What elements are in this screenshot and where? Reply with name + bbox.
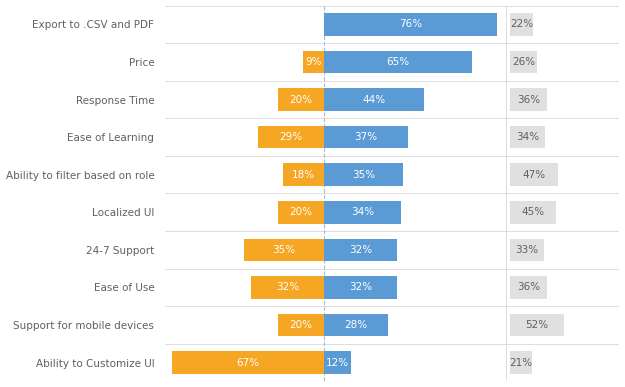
Text: 36%: 36% bbox=[517, 94, 540, 104]
Bar bbox=[324, 239, 397, 261]
Text: 32%: 32% bbox=[276, 283, 299, 293]
Bar bbox=[278, 201, 324, 224]
Bar bbox=[510, 351, 532, 374]
Text: 28%: 28% bbox=[344, 320, 367, 330]
Bar bbox=[510, 276, 547, 299]
Text: 35%: 35% bbox=[272, 245, 296, 255]
Bar bbox=[324, 126, 408, 148]
Text: 44%: 44% bbox=[362, 94, 386, 104]
Text: 9%: 9% bbox=[306, 57, 322, 67]
Text: 20%: 20% bbox=[289, 320, 312, 330]
Bar bbox=[171, 351, 324, 374]
Bar bbox=[251, 276, 324, 299]
Bar bbox=[510, 13, 533, 36]
Bar bbox=[278, 88, 324, 111]
Text: 21%: 21% bbox=[509, 358, 532, 368]
Text: 76%: 76% bbox=[399, 19, 422, 29]
Bar bbox=[324, 201, 401, 224]
Text: 36%: 36% bbox=[517, 283, 540, 293]
Text: 18%: 18% bbox=[292, 170, 315, 180]
Text: 20%: 20% bbox=[289, 94, 312, 104]
Text: 33%: 33% bbox=[516, 245, 539, 255]
Bar bbox=[324, 51, 472, 73]
Text: 32%: 32% bbox=[349, 245, 372, 255]
Bar bbox=[324, 314, 388, 336]
Bar bbox=[324, 13, 497, 36]
Bar bbox=[510, 314, 564, 336]
Bar bbox=[510, 126, 545, 148]
Text: 35%: 35% bbox=[352, 170, 375, 180]
Text: 34%: 34% bbox=[516, 132, 539, 142]
Text: 34%: 34% bbox=[351, 207, 374, 217]
Bar bbox=[324, 276, 397, 299]
Text: 26%: 26% bbox=[512, 57, 535, 67]
Text: 45%: 45% bbox=[522, 207, 545, 217]
Text: 20%: 20% bbox=[289, 207, 312, 217]
Bar bbox=[324, 351, 351, 374]
Text: 47%: 47% bbox=[522, 170, 546, 180]
Bar bbox=[324, 163, 404, 186]
Bar bbox=[510, 239, 544, 261]
Bar bbox=[258, 126, 324, 148]
Text: 12%: 12% bbox=[326, 358, 349, 368]
Text: 67%: 67% bbox=[236, 358, 259, 368]
Text: 22%: 22% bbox=[510, 19, 533, 29]
Bar bbox=[244, 239, 324, 261]
Text: 32%: 32% bbox=[349, 283, 372, 293]
Text: 52%: 52% bbox=[526, 320, 549, 330]
Bar bbox=[303, 51, 324, 73]
Bar bbox=[510, 201, 556, 224]
Bar bbox=[324, 88, 424, 111]
Bar bbox=[510, 163, 558, 186]
Text: 37%: 37% bbox=[354, 132, 377, 142]
Text: 29%: 29% bbox=[279, 132, 302, 142]
Bar bbox=[278, 314, 324, 336]
Text: 65%: 65% bbox=[386, 57, 409, 67]
Bar bbox=[510, 88, 547, 111]
Bar bbox=[510, 51, 537, 73]
Bar bbox=[283, 163, 324, 186]
